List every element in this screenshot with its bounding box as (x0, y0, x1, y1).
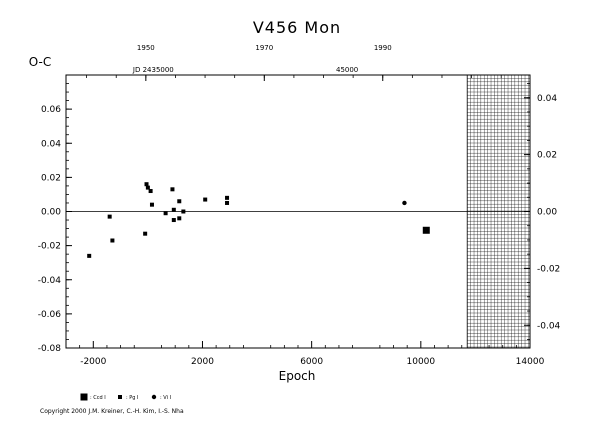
data-points (87, 182, 430, 258)
y-tick-label: -0.06 (38, 310, 62, 320)
legend-label: : Pg I (126, 395, 139, 401)
y-tick-label: 0.04 (41, 139, 61, 149)
data-point (149, 202, 154, 207)
data-point (177, 216, 182, 221)
data-point (163, 211, 168, 216)
legend-label: : Ccd I (90, 395, 106, 401)
x-tick-label: 2000 (191, 357, 214, 367)
axes: -2000 2000 6000 10000 14000 1950 1970 1990 JD 24… (38, 44, 561, 367)
data-point (171, 207, 176, 212)
right-tick-label: -0.04 (537, 321, 561, 331)
data-point (422, 226, 430, 234)
data-point (148, 189, 153, 194)
x-tick-label: 10000 (407, 357, 436, 367)
data-point (145, 185, 150, 190)
x-tick-label: 6000 (300, 357, 323, 367)
y-tick-label: 0.06 (41, 105, 61, 115)
right-tick-label: -0.02 (537, 264, 560, 274)
data-point (177, 199, 182, 204)
data-point (203, 197, 208, 202)
right-tick-label: 0.02 (537, 151, 557, 161)
year-tick-label: 1950 (137, 44, 155, 52)
data-point (225, 200, 230, 205)
legend-label: : Vi I (160, 395, 171, 401)
legend-marker (80, 393, 88, 401)
y-tick-label: 0.00 (41, 208, 61, 218)
data-point (107, 214, 112, 219)
year-tick-label: 1970 (255, 44, 273, 52)
data-point (225, 195, 230, 200)
y-tick-label: -0.08 (38, 344, 62, 354)
data-point (87, 253, 92, 258)
right-tick-label: 0.00 (537, 208, 557, 218)
data-point (171, 218, 176, 223)
data-point (181, 209, 186, 214)
copyright-text: Copyright 2000 J.M. Kreiner, C.-H. Kim, … (40, 408, 184, 415)
data-point (402, 200, 407, 206)
x-tick-label: -2000 (80, 357, 106, 367)
data-point (110, 238, 115, 243)
y-axis-label: O-C (29, 55, 52, 69)
legend-marker (151, 394, 157, 400)
jd-label: 45000 (336, 66, 358, 74)
right-tick-label: 0.04 (537, 94, 557, 104)
y-tick-label: 0.02 (41, 173, 61, 183)
data-point (143, 231, 148, 236)
jd-label: JD 2435000 (132, 66, 174, 74)
legend: : Ccd I : Pg I : Vi I (80, 393, 171, 401)
y-tick-label: -0.04 (38, 276, 62, 286)
x-tick-label: 14000 (516, 357, 545, 367)
data-point (170, 187, 175, 192)
x-axis-label: Epoch (279, 369, 316, 383)
legend-marker (118, 395, 122, 399)
year-tick-label: 1990 (374, 44, 392, 52)
chart-title: V456 Mon (253, 18, 341, 37)
data-point (144, 182, 149, 187)
y-tick-label: -0.02 (38, 242, 61, 252)
